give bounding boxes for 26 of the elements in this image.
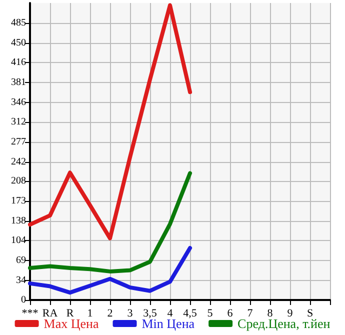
y-tick-label: 0	[21, 294, 26, 306]
x-tick-label: 3	[127, 308, 134, 320]
y-tick-label: 416	[11, 56, 26, 68]
x-tick-label: ***	[22, 308, 38, 320]
y-tick-label: 34	[16, 275, 26, 286]
y-tick-label: 381	[11, 76, 26, 88]
y-tick-label: 138	[11, 216, 26, 227]
y-tick-label: 346	[11, 96, 26, 108]
y-tick-label: 450	[11, 37, 26, 48]
y-tick-label: 69	[16, 255, 26, 266]
line-series	[28, 246, 192, 295]
y-tick-label: 104	[11, 235, 26, 246]
x-tick-label: 4	[167, 308, 174, 320]
x-tick-label: 5	[207, 308, 214, 320]
y-tick-label: 242	[11, 156, 26, 168]
line-series	[28, 171, 192, 274]
y-tick-label: 173	[11, 196, 26, 207]
y-tick-label: 312	[11, 116, 26, 128]
line-series	[28, 3, 192, 240]
y-tick-label: 277	[11, 136, 26, 148]
x-tick-label: 6	[227, 308, 234, 320]
x-tick-label: 4,5	[183, 308, 198, 320]
y-tick-label: 208	[11, 176, 26, 187]
x-tick-label: 2	[107, 308, 113, 320]
x-tick-label: 3,5	[143, 308, 158, 320]
y-tick-label: 485	[11, 17, 26, 28]
